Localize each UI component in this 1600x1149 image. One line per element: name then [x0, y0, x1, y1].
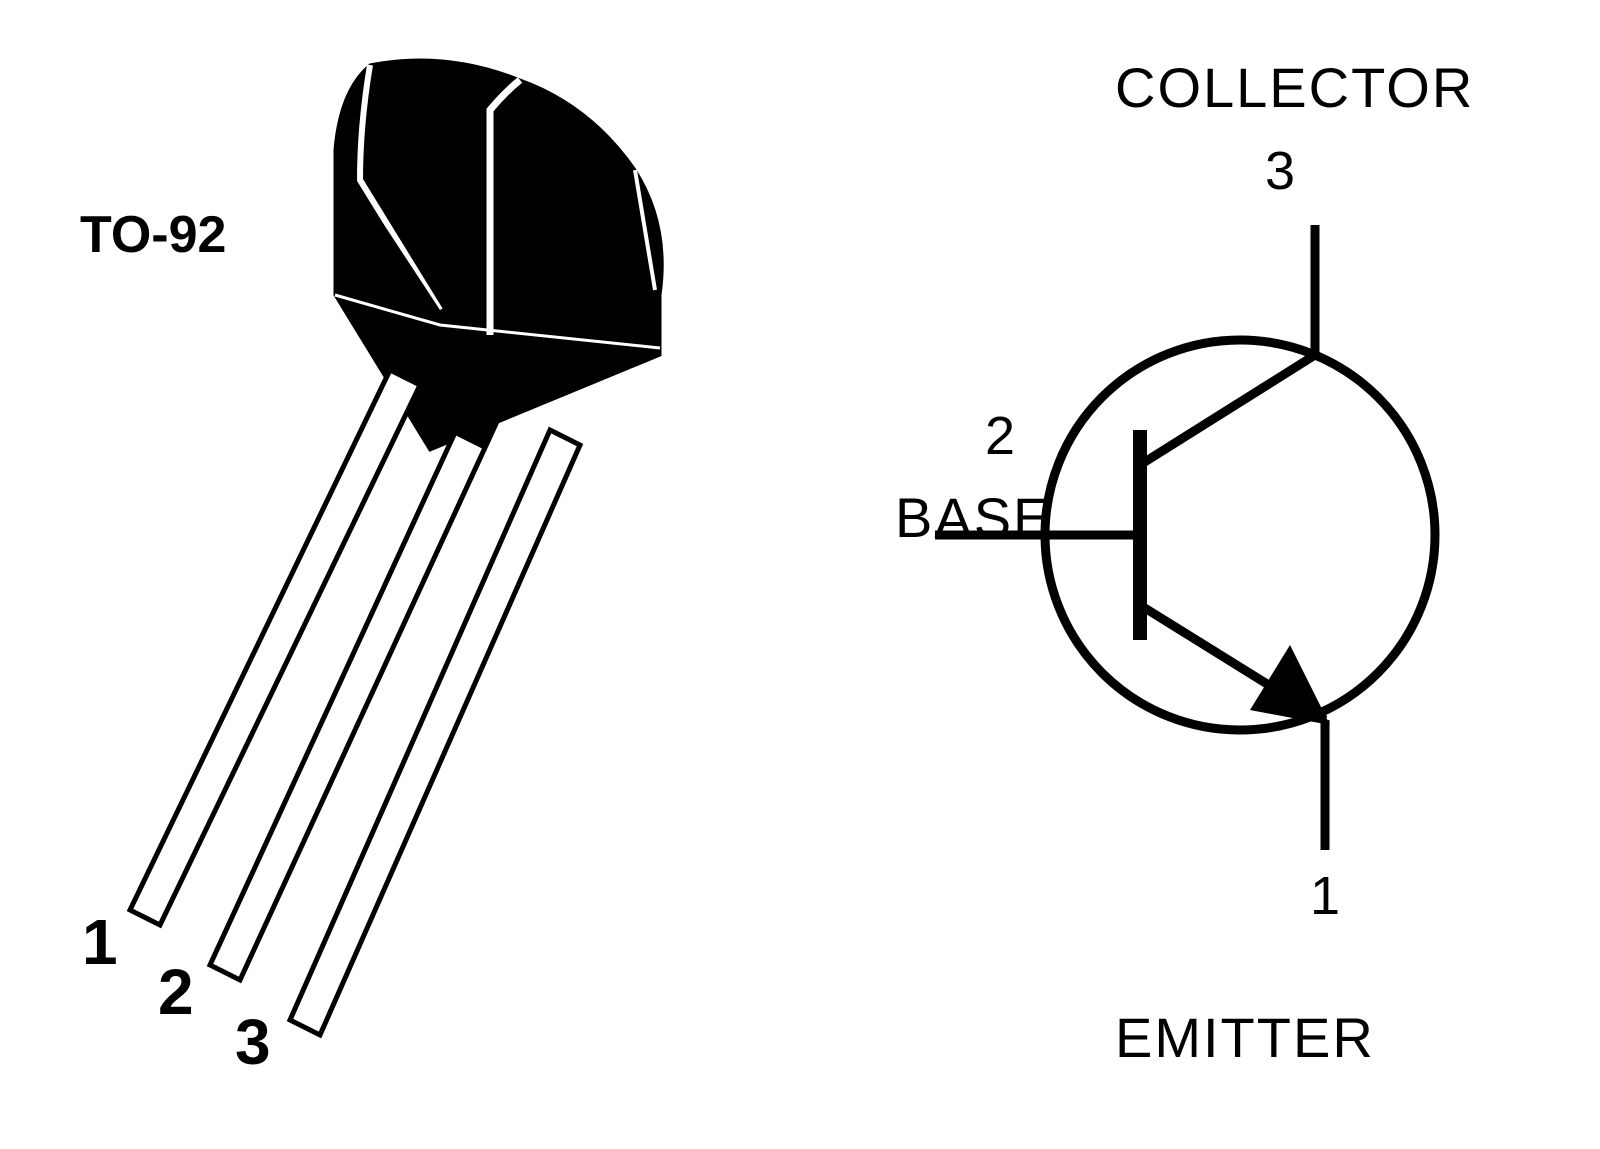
emitter-pin-num: 1	[1310, 865, 1340, 927]
collector-label: COLLECTOR	[1115, 55, 1474, 120]
lead-number-3: 3	[235, 1005, 271, 1079]
base-pin-num: 2	[985, 405, 1015, 467]
to92-package-drawing	[50, 30, 770, 1080]
base-label: BASE	[895, 485, 1052, 550]
lead-number-2: 2	[158, 955, 194, 1029]
emitter-label: EMITTER	[1115, 1005, 1375, 1070]
package-label: TO-92	[80, 205, 226, 265]
collector-pin-num: 3	[1265, 140, 1295, 202]
lead-number-1: 1	[82, 905, 118, 979]
